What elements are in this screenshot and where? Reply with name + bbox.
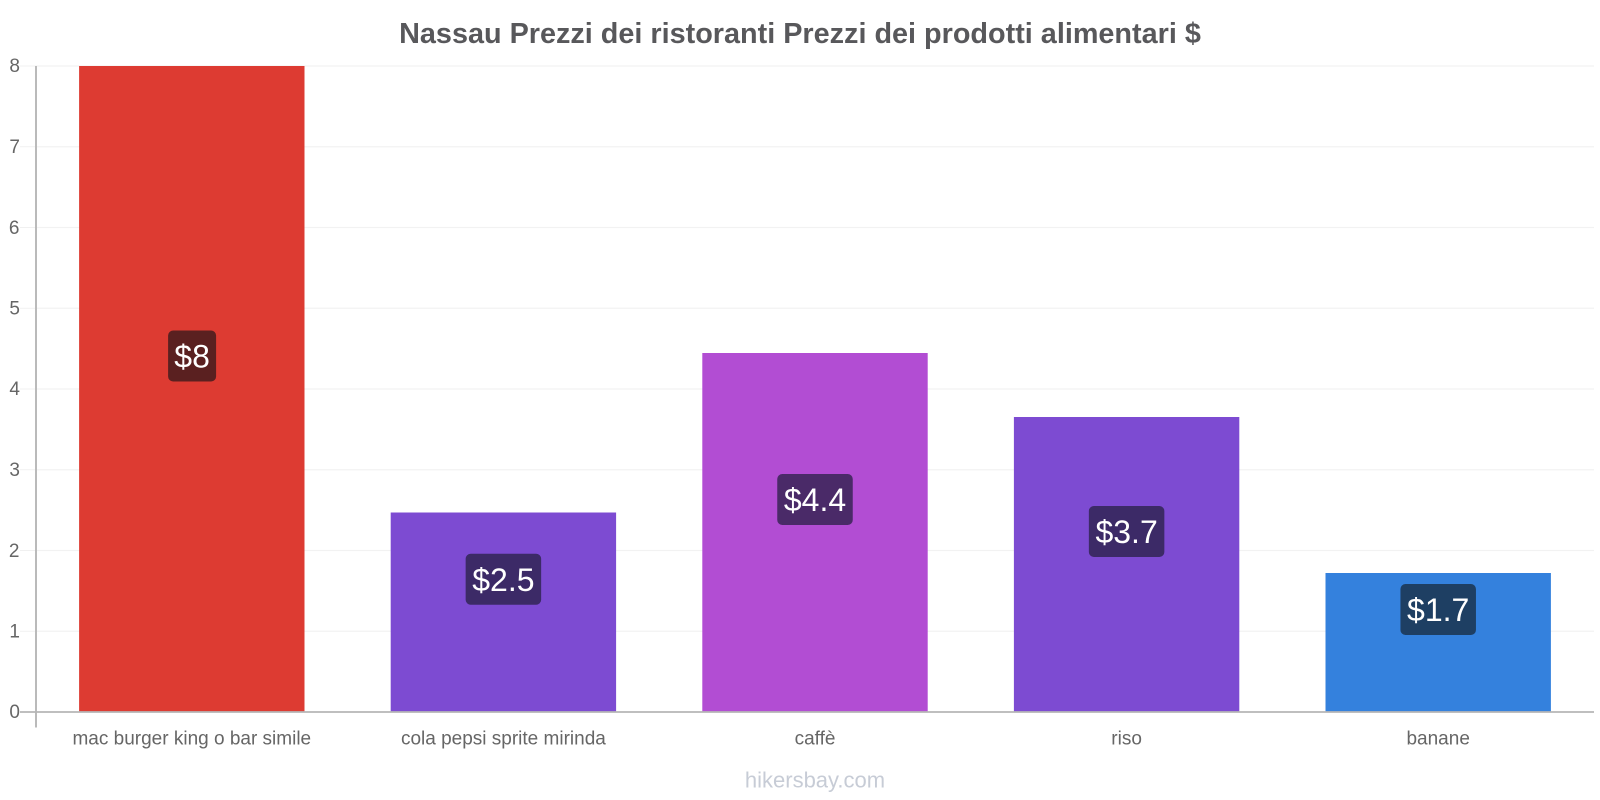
svg-text:8: 8	[9, 56, 20, 77]
svg-text:banane: banane	[1406, 729, 1469, 750]
svg-text:$1.7: $1.7	[1407, 592, 1469, 628]
svg-text:0: 0	[9, 702, 20, 723]
svg-text:3: 3	[9, 460, 20, 481]
svg-text:mac burger king o bar simile: mac burger king o bar simile	[72, 729, 311, 750]
svg-text:Nassau Prezzi dei ristoranti P: Nassau Prezzi dei ristoranti Prezzi dei …	[399, 18, 1201, 50]
svg-text:4: 4	[9, 379, 20, 400]
svg-text:$8: $8	[174, 339, 210, 375]
svg-text:cola pepsi sprite mirinda: cola pepsi sprite mirinda	[401, 729, 606, 750]
svg-text:caffè: caffè	[795, 729, 836, 750]
svg-text:$2.5: $2.5	[472, 562, 534, 598]
svg-text:riso: riso	[1111, 729, 1142, 750]
svg-text:$3.7: $3.7	[1095, 514, 1157, 550]
svg-text:7: 7	[9, 137, 20, 158]
svg-text:5: 5	[9, 298, 20, 319]
svg-text:$4.4: $4.4	[784, 482, 846, 518]
svg-text:hikersbay.com: hikersbay.com	[745, 768, 885, 793]
svg-text:1: 1	[9, 621, 20, 642]
svg-text:2: 2	[9, 541, 20, 562]
svg-text:6: 6	[9, 218, 20, 239]
